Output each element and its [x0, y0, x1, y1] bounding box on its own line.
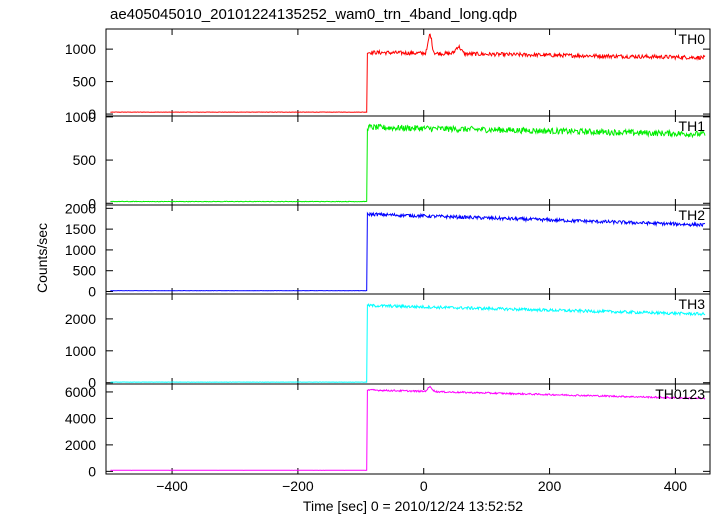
y-tick-label: 0: [88, 195, 96, 211]
panel-label: TH2: [679, 207, 706, 223]
x-tick-label: −200: [282, 478, 314, 494]
y-tick-label: 0: [88, 284, 96, 300]
panel-label: TH3: [679, 296, 706, 312]
y-tick-label: 1000: [65, 41, 96, 57]
panels: 0 500 1000 TH0 0 500 1000 TH1 0 500 1000 1500 2000 TH…: [65, 28, 711, 479]
y-tick-label: 500: [73, 152, 97, 168]
y-tick-label: 500: [73, 263, 97, 279]
panel-frame: [105, 383, 711, 475]
series-line-th1: [110, 123, 706, 203]
panel-frame: [105, 115, 711, 206]
y-tick-label: 500: [73, 74, 97, 90]
y-tick-label: 2000: [65, 437, 96, 453]
panel-th0: 0 500 1000 TH0: [65, 28, 711, 122]
x-tick-label: −400: [156, 478, 188, 494]
series-line-th3: [110, 302, 706, 383]
panel-label: TH0: [679, 31, 706, 47]
series-line-th0123: [110, 385, 706, 471]
series-line-th2: [110, 211, 706, 292]
x-tick-label: 0: [420, 478, 428, 494]
y-tick-label: 6000: [65, 384, 96, 400]
y-tick-label: 0: [88, 106, 96, 122]
y-tick-label: 2000: [65, 311, 96, 327]
panel-frame: [105, 293, 711, 385]
panel-th0123: 0 2000 4000 6000 TH0123: [65, 383, 711, 479]
y-tick-label: 1000: [65, 109, 96, 125]
chart-title: ae405045010_20101224135252_wam0_trn_4ban…: [110, 6, 517, 23]
panel-frame: [105, 28, 711, 117]
panel-label: TH1: [679, 118, 706, 134]
y-tick-label: 2000: [65, 200, 96, 216]
panel-th3: 0 1000 2000 TH3: [65, 293, 711, 391]
x-axis-label: Time [sec] 0 = 2010/12/24 13:52:52: [303, 498, 523, 514]
y-tick-label: 1000: [65, 242, 96, 258]
panel-label: TH0123: [655, 386, 705, 402]
y-tick-label: 1000: [65, 343, 96, 359]
y-tick-label: 1500: [65, 221, 96, 237]
series-line-th0: [110, 33, 706, 113]
y-tick-label: 0: [88, 463, 96, 479]
panel-frame: [105, 204, 711, 295]
panel-th1: 0 500 1000 TH1: [65, 109, 711, 211]
y-axis-label: Counts/sec: [34, 223, 50, 293]
panel-th2: 0 500 1000 1500 2000 TH2: [65, 200, 711, 300]
x-tick-label: 200: [538, 478, 562, 494]
y-tick-label: 0: [88, 375, 96, 391]
x-axis: −400 −200 0 200 400: [156, 478, 687, 494]
x-tick-label: 400: [664, 478, 688, 494]
y-tick-label: 4000: [65, 410, 96, 426]
